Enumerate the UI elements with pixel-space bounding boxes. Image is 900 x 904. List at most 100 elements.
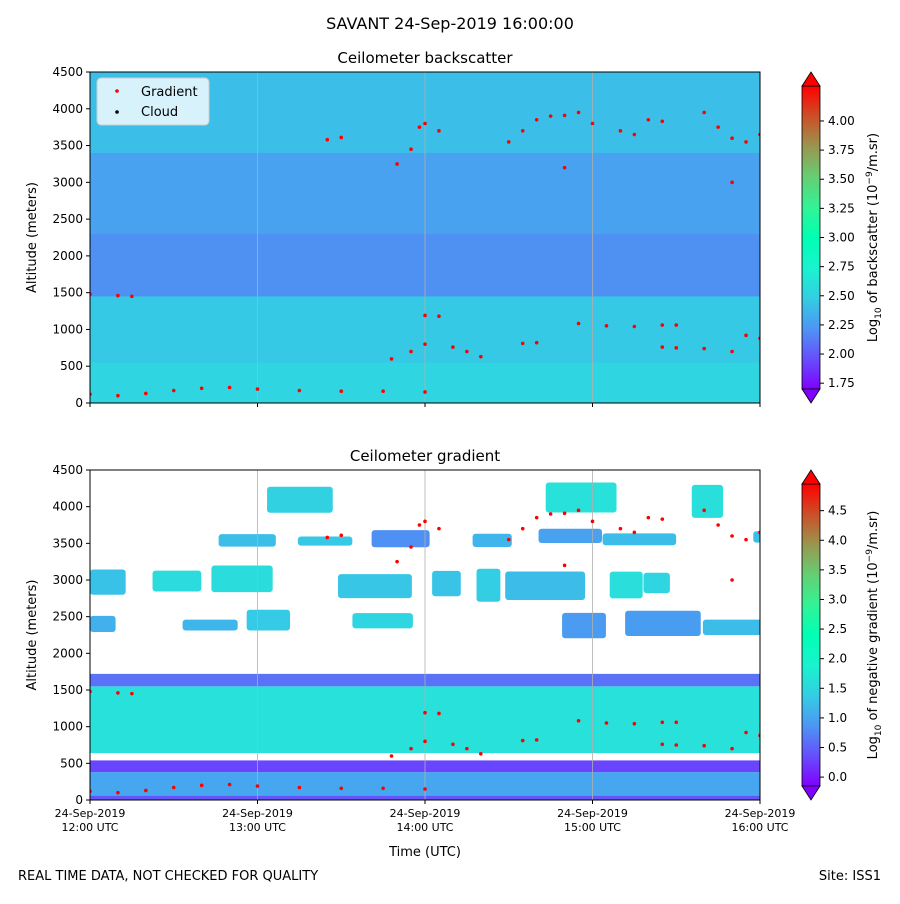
y-tick-label: 1500 bbox=[52, 286, 83, 300]
gradient-point bbox=[534, 340, 539, 345]
gradient-point bbox=[646, 515, 651, 520]
colorbar-tick-label: 3.0 bbox=[828, 592, 847, 606]
heatmap-patch bbox=[476, 568, 501, 602]
heatmap-field bbox=[90, 470, 760, 800]
heatmap-patch bbox=[472, 533, 512, 547]
colorbar-tick-label: 3.5 bbox=[828, 563, 847, 577]
heatmap-patch bbox=[753, 531, 760, 543]
gradient-point bbox=[423, 519, 427, 524]
x-tick-label-date: 24-Sep-2019 bbox=[390, 807, 461, 820]
heatmap-patch bbox=[505, 571, 586, 601]
heatmap-patch bbox=[432, 570, 461, 597]
gradient-point bbox=[506, 140, 511, 144]
gradient-point bbox=[506, 537, 511, 542]
gradient-point bbox=[171, 785, 176, 790]
gradient-point bbox=[674, 323, 679, 327]
heatmap-patch bbox=[218, 534, 276, 547]
heatmap-patch bbox=[90, 569, 126, 595]
gradient-point bbox=[465, 349, 469, 354]
panel-title: Ceilometer backscatter bbox=[337, 49, 513, 67]
gradient-point bbox=[227, 782, 232, 787]
gradient-point bbox=[716, 125, 720, 129]
x-tick-label-date: 24-Sep-2019 bbox=[55, 807, 126, 820]
y-tick-label: 0 bbox=[75, 793, 83, 807]
gradient-point bbox=[660, 119, 665, 124]
colorbar-label: Log10 of negative gradient (10−9/m.sr) bbox=[865, 511, 884, 760]
gradient-point bbox=[144, 788, 148, 793]
heatmap-patch bbox=[691, 484, 724, 518]
gradient-point bbox=[395, 559, 399, 564]
gradient-point bbox=[660, 345, 665, 349]
gradient-point bbox=[130, 294, 134, 299]
x-tick-label-time: 13:00 UTC bbox=[229, 821, 286, 834]
heatmap-patch bbox=[267, 486, 333, 513]
gradient-point bbox=[884, 748, 888, 752]
gradient-point bbox=[339, 786, 344, 791]
colorbar-tick-label: 3.50 bbox=[828, 172, 855, 186]
gradient-series bbox=[90, 110, 790, 398]
colorbar-tick-label: 2.75 bbox=[828, 260, 855, 274]
y-tick-label: 4000 bbox=[52, 102, 83, 116]
legend-gradient-marker bbox=[115, 89, 119, 93]
gradient-point bbox=[423, 390, 427, 394]
gradient-point bbox=[423, 342, 427, 346]
colorbar-gradient bbox=[801, 85, 821, 390]
gradient-point bbox=[632, 530, 637, 535]
gradient-point bbox=[604, 323, 609, 328]
gradient-point bbox=[116, 293, 120, 298]
heatmap-patch bbox=[211, 565, 273, 593]
gradient-point bbox=[423, 739, 427, 744]
gradient-point bbox=[409, 545, 413, 549]
gradient-point bbox=[772, 339, 776, 343]
gradient-point bbox=[255, 784, 260, 788]
gradient-point bbox=[534, 515, 539, 520]
colorbar-tick-label: 2.00 bbox=[828, 347, 855, 361]
gradient-point bbox=[199, 783, 204, 788]
gradient-point bbox=[297, 785, 302, 790]
gradient-point bbox=[520, 129, 525, 133]
gradient-point bbox=[786, 545, 790, 549]
x-axis-label: Time (UTC) bbox=[388, 845, 461, 860]
colorbar-tick-label: 2.5 bbox=[828, 622, 847, 636]
gradient-point bbox=[660, 517, 665, 521]
gradient-point bbox=[116, 790, 120, 795]
gradient-point bbox=[786, 147, 790, 151]
legend-gradient-label: Gradient bbox=[141, 85, 198, 100]
panel-1: 0 500 1000 1500 2000 2500 3000 3500 4000 4500 Ceil… bbox=[25, 49, 884, 410]
gradient-point bbox=[423, 787, 427, 791]
gradient-point bbox=[520, 526, 525, 531]
gradient-point bbox=[828, 525, 832, 529]
gradient-point bbox=[130, 691, 134, 696]
heatmap-patch bbox=[643, 572, 670, 594]
gradient-point bbox=[562, 113, 567, 118]
gradient-point bbox=[730, 746, 734, 751]
heatmap-patch bbox=[90, 615, 116, 633]
gradient-point bbox=[325, 535, 330, 540]
gradient-point bbox=[562, 165, 567, 170]
gradient-point bbox=[381, 786, 385, 791]
colorbar-tick-label: 3.25 bbox=[828, 201, 855, 215]
heatmap-patch bbox=[562, 612, 606, 639]
gradient-point bbox=[702, 743, 706, 748]
gradient-point bbox=[479, 354, 483, 359]
gradient-point bbox=[590, 121, 595, 126]
y-tick-label: 4000 bbox=[52, 500, 83, 514]
colorbar-tick-label: 4.5 bbox=[828, 504, 847, 518]
colorbar-tick-label: 2.0 bbox=[828, 652, 847, 666]
x-tick-label-date: 24-Sep-2019 bbox=[557, 807, 628, 820]
gradient-point bbox=[437, 526, 441, 531]
legend: Gradient Cloud bbox=[96, 77, 210, 126]
heatmap-patch bbox=[625, 610, 701, 636]
gradient-point bbox=[730, 578, 734, 582]
gradient-point bbox=[389, 754, 394, 758]
heatmap-patch bbox=[538, 528, 602, 543]
legend-cloud-label: Cloud bbox=[141, 105, 178, 120]
gradient-point bbox=[646, 118, 651, 122]
gradient-point bbox=[417, 125, 422, 129]
gradient-point bbox=[520, 738, 525, 743]
gradient-point bbox=[660, 720, 665, 725]
x-tick-label-time: 16:00 UTC bbox=[731, 821, 788, 834]
gradient-point bbox=[381, 389, 385, 394]
gradient-point bbox=[702, 346, 706, 351]
heatmap-patch bbox=[371, 530, 430, 548]
